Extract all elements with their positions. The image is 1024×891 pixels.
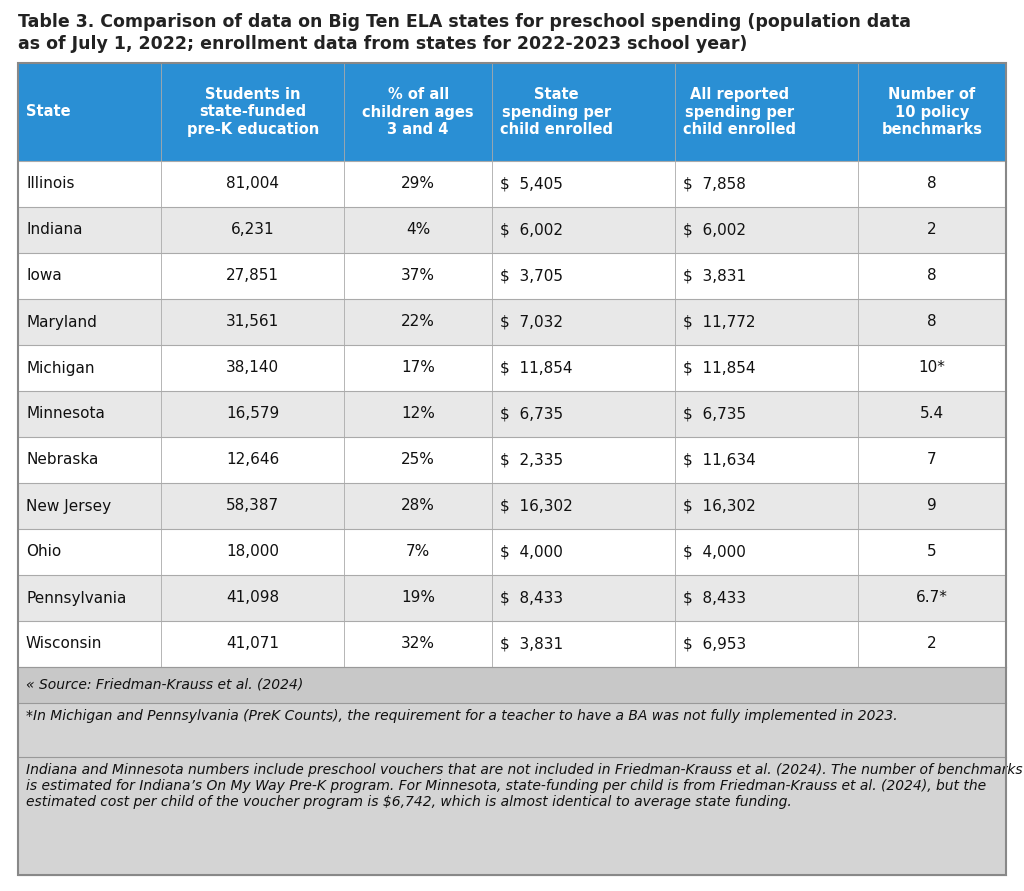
Text: 10*: 10* — [919, 361, 945, 375]
Text: 8: 8 — [927, 315, 937, 330]
Text: $  3,831: $ 3,831 — [501, 636, 563, 651]
Text: Students in
state-funded
pre-K education: Students in state-funded pre-K education — [186, 87, 318, 137]
Text: 5: 5 — [927, 544, 937, 560]
Bar — [18, 621, 1006, 667]
Text: 38,140: 38,140 — [226, 361, 280, 375]
Text: Maryland: Maryland — [26, 315, 97, 330]
Text: Illinois: Illinois — [26, 176, 75, 192]
Text: as of July 1, 2022; enrollment data from states for 2022-2023 school year): as of July 1, 2022; enrollment data from… — [18, 35, 748, 53]
Text: 58,387: 58,387 — [226, 498, 280, 513]
Text: 29%: 29% — [401, 176, 435, 192]
Text: « Source: Friedman-Krauss et al. (2024): « Source: Friedman-Krauss et al. (2024) — [26, 678, 303, 692]
Text: $  11,854: $ 11,854 — [501, 361, 572, 375]
Text: New Jersey: New Jersey — [26, 498, 112, 513]
Bar — [18, 667, 1006, 703]
Text: 2: 2 — [927, 636, 937, 651]
Text: State
spending per
child enrolled: State spending per child enrolled — [501, 87, 613, 137]
Bar — [18, 703, 1006, 757]
Bar — [18, 391, 1006, 437]
Text: 41,071: 41,071 — [226, 636, 280, 651]
Text: $  3,831: $ 3,831 — [683, 268, 746, 283]
Bar — [18, 299, 1006, 345]
Text: $  16,302: $ 16,302 — [501, 498, 573, 513]
Text: $  2,335: $ 2,335 — [501, 453, 563, 468]
Text: State: State — [26, 104, 71, 119]
Text: 31,561: 31,561 — [226, 315, 280, 330]
Text: 2: 2 — [927, 223, 937, 238]
Bar — [18, 63, 1006, 161]
Text: Pennsylvania: Pennsylvania — [26, 591, 126, 606]
Text: 19%: 19% — [401, 591, 435, 606]
Text: $  4,000: $ 4,000 — [683, 544, 745, 560]
Text: $  6,735: $ 6,735 — [683, 406, 746, 421]
Text: $  7,858: $ 7,858 — [683, 176, 745, 192]
Text: Minnesota: Minnesota — [26, 406, 104, 421]
Text: $  8,433: $ 8,433 — [683, 591, 746, 606]
Text: Michigan: Michigan — [26, 361, 94, 375]
Bar — [18, 253, 1006, 299]
Text: Iowa: Iowa — [26, 268, 61, 283]
Text: $  6,735: $ 6,735 — [501, 406, 563, 421]
Text: 22%: 22% — [401, 315, 435, 330]
Text: $  4,000: $ 4,000 — [501, 544, 563, 560]
Text: $  7,032: $ 7,032 — [501, 315, 563, 330]
Text: $  11,854: $ 11,854 — [683, 361, 756, 375]
Text: 16,579: 16,579 — [226, 406, 280, 421]
Text: 7%: 7% — [406, 544, 430, 560]
Text: $  6,002: $ 6,002 — [501, 223, 563, 238]
Text: Indiana and Minnesota numbers include preschool vouchers that are not included i: Indiana and Minnesota numbers include pr… — [26, 763, 1023, 809]
Text: $  5,405: $ 5,405 — [501, 176, 563, 192]
Text: 8: 8 — [927, 268, 937, 283]
Text: *In Michigan and Pennsylvania (PreK Counts), the requirement for a teacher to ha: *In Michigan and Pennsylvania (PreK Coun… — [26, 709, 898, 723]
Text: 17%: 17% — [401, 361, 435, 375]
Text: 8: 8 — [927, 176, 937, 192]
Text: Wisconsin: Wisconsin — [26, 636, 102, 651]
Text: $  16,302: $ 16,302 — [683, 498, 756, 513]
Text: 25%: 25% — [401, 453, 435, 468]
Text: 37%: 37% — [401, 268, 435, 283]
Text: % of all
children ages
3 and 4: % of all children ages 3 and 4 — [362, 87, 474, 137]
Text: $  8,433: $ 8,433 — [501, 591, 563, 606]
Text: $  11,634: $ 11,634 — [683, 453, 756, 468]
Text: 4%: 4% — [406, 223, 430, 238]
Text: 5.4: 5.4 — [920, 406, 944, 421]
Text: 28%: 28% — [401, 498, 435, 513]
Bar — [18, 207, 1006, 253]
Text: Indiana: Indiana — [26, 223, 83, 238]
Text: 81,004: 81,004 — [226, 176, 280, 192]
Text: Number of
10 policy
benchmarks: Number of 10 policy benchmarks — [882, 87, 982, 137]
Text: $  3,705: $ 3,705 — [501, 268, 563, 283]
Text: 6,231: 6,231 — [230, 223, 274, 238]
Text: $  6,953: $ 6,953 — [683, 636, 746, 651]
Text: 18,000: 18,000 — [226, 544, 280, 560]
Text: 7: 7 — [927, 453, 937, 468]
Text: 27,851: 27,851 — [226, 268, 280, 283]
Text: 6.7*: 6.7* — [915, 591, 948, 606]
Bar — [18, 757, 1006, 875]
Text: $  11,772: $ 11,772 — [683, 315, 756, 330]
Text: 41,098: 41,098 — [226, 591, 280, 606]
Text: Nebraska: Nebraska — [26, 453, 98, 468]
Text: 12,646: 12,646 — [226, 453, 280, 468]
Text: Ohio: Ohio — [26, 544, 61, 560]
Text: 12%: 12% — [401, 406, 435, 421]
Bar — [18, 483, 1006, 529]
Text: 9: 9 — [927, 498, 937, 513]
Bar — [18, 161, 1006, 207]
Text: All reported
spending per
child enrolled: All reported spending per child enrolled — [683, 87, 796, 137]
Text: 32%: 32% — [401, 636, 435, 651]
Bar — [18, 529, 1006, 575]
Bar — [18, 575, 1006, 621]
Bar — [18, 437, 1006, 483]
Text: Table 3. Comparison of data on Big Ten ELA states for preschool spending (popula: Table 3. Comparison of data on Big Ten E… — [18, 13, 911, 31]
Bar — [18, 345, 1006, 391]
Text: $  6,002: $ 6,002 — [683, 223, 746, 238]
